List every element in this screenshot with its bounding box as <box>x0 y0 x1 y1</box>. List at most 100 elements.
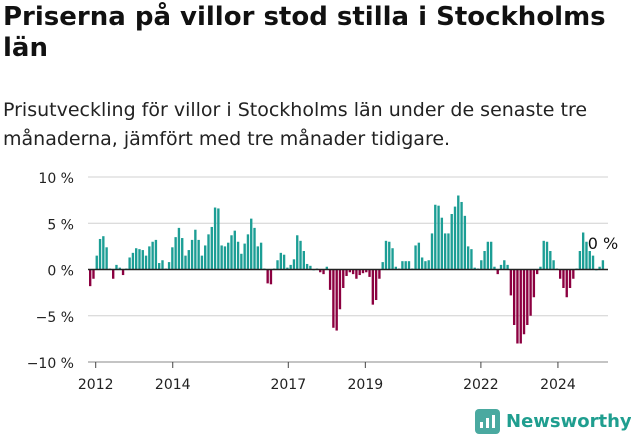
bar <box>434 204 437 270</box>
bar <box>358 269 361 276</box>
bar <box>181 238 184 270</box>
y-tick-label: −10 % <box>27 356 74 372</box>
bar <box>493 266 496 270</box>
bar <box>154 239 158 270</box>
bar <box>371 269 375 305</box>
bar <box>522 269 526 335</box>
brand-name: Newsworthy <box>506 410 631 432</box>
bar <box>338 269 342 310</box>
bar <box>89 269 92 287</box>
chart-subtitle: Prisutveckling för villor i Stockholms l… <box>3 99 588 150</box>
bar <box>420 257 424 270</box>
bar <box>539 266 542 270</box>
bar <box>217 208 220 270</box>
bar <box>499 264 503 270</box>
newsworthy-brand[interactable]: Newsworthy <box>475 406 631 436</box>
bar <box>348 269 352 273</box>
bar <box>388 241 391 270</box>
bar <box>335 269 338 331</box>
bar <box>417 242 421 270</box>
bar <box>243 243 246 270</box>
x-tick-label: 2019 <box>348 377 384 393</box>
bar <box>424 261 427 270</box>
bar <box>328 269 332 290</box>
bar <box>266 269 269 284</box>
bar <box>450 214 453 270</box>
bar <box>115 264 118 270</box>
y-tick-label: −5 % <box>36 310 74 326</box>
bar <box>240 253 243 270</box>
bar <box>276 260 279 270</box>
bar <box>332 269 335 328</box>
bar <box>414 245 417 270</box>
bar <box>296 235 299 270</box>
bar <box>292 259 296 270</box>
bar <box>256 246 259 270</box>
bar <box>325 266 329 270</box>
bar <box>102 236 105 270</box>
bar <box>302 251 305 270</box>
bar <box>598 266 601 270</box>
bar <box>572 269 575 279</box>
bar <box>565 269 568 298</box>
bar <box>220 245 223 270</box>
bar <box>98 238 102 270</box>
bar <box>581 232 585 270</box>
bar <box>286 267 289 270</box>
bar <box>378 269 381 279</box>
bar <box>558 269 562 279</box>
bar <box>532 269 536 298</box>
newsworthy-logo-icon <box>475 408 500 434</box>
x-tick-label: 2014 <box>155 377 191 393</box>
x-tick-label: 2012 <box>78 377 114 393</box>
bar <box>516 269 519 344</box>
bar <box>158 263 161 270</box>
bar <box>269 269 273 285</box>
bar <box>174 237 177 270</box>
bar <box>305 263 309 270</box>
y-tick-label: 5 % <box>47 217 74 233</box>
bar <box>227 242 230 270</box>
bar <box>391 248 394 270</box>
bar <box>161 260 164 270</box>
bar <box>457 195 460 270</box>
x-tick-label: 2022 <box>463 377 499 393</box>
bar <box>526 269 529 325</box>
bar <box>148 246 151 270</box>
bar <box>282 254 286 270</box>
bar <box>483 251 486 270</box>
bar <box>486 241 490 270</box>
bar <box>503 260 506 270</box>
bar <box>480 260 483 270</box>
bar <box>529 269 532 316</box>
bar <box>407 261 411 270</box>
bar <box>342 269 345 288</box>
bar <box>368 269 371 277</box>
bar <box>210 226 213 270</box>
bar <box>204 245 207 270</box>
bar <box>230 235 233 270</box>
bar <box>309 265 312 270</box>
bar <box>200 255 204 270</box>
bar <box>512 269 516 325</box>
bar <box>151 241 154 270</box>
bar <box>190 239 194 270</box>
bar <box>345 269 348 276</box>
bar <box>384 240 388 270</box>
bar <box>138 249 141 270</box>
x-tick-label: 2024 <box>540 377 576 393</box>
bar <box>233 230 236 270</box>
bar <box>223 246 227 270</box>
chart-title: Priserna på villor stod stilla i Stockho… <box>3 2 606 63</box>
bar <box>351 269 355 275</box>
bar <box>95 255 98 270</box>
bar <box>401 261 404 270</box>
bar <box>427 260 430 270</box>
bar <box>473 267 476 270</box>
bar <box>184 255 187 270</box>
bar-chart: 10 % 5 % 0 % −5 % −10 %2012 2014 2017 2019 2022 2… <box>27 171 618 393</box>
bar <box>246 234 250 270</box>
bar <box>171 247 174 270</box>
bar <box>453 206 457 270</box>
bar <box>394 266 398 270</box>
